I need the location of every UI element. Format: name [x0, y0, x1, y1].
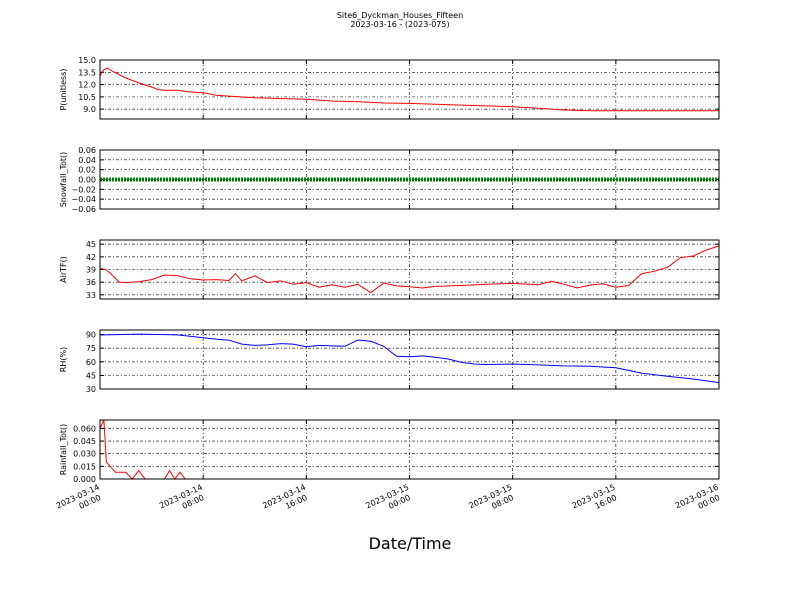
- y-tick-label: 60: [86, 358, 96, 367]
- y-tick-label: 36: [86, 278, 96, 287]
- y-tick-label: 0.030: [73, 450, 96, 459]
- y-tick-label: 0.00: [78, 176, 96, 185]
- y-tick-label: 30: [86, 385, 96, 394]
- plot-frame: [99, 329, 720, 390]
- x-tick-label: 2023-03-1508:00: [468, 483, 518, 520]
- plot-frame: [99, 149, 720, 210]
- y-axis-label: Rainfall_Tot(): [59, 424, 68, 476]
- x-axis-label: Date/Time: [368, 534, 452, 553]
- series-line: [99, 419, 719, 480]
- x-tick-label: 2023-03-1408:00: [158, 483, 208, 520]
- y-axis-label: P(unitless): [59, 68, 68, 110]
- series-line: [99, 67, 719, 112]
- plot-frame: [99, 419, 720, 480]
- y-tick-label: 45: [86, 371, 96, 380]
- y-axis-label: Snowfall_Tot(): [59, 152, 68, 208]
- y-tick-label: −0.06: [71, 205, 96, 214]
- y-tick-label: 0.045: [73, 437, 96, 446]
- y-tick-label: 90: [86, 331, 96, 340]
- plot-frame: [99, 59, 720, 120]
- y-tick-label: 39: [86, 266, 96, 275]
- y-tick-label: 12.0: [78, 81, 96, 90]
- series-line: [99, 245, 720, 294]
- x-tick-label: 2023-03-1400:00: [55, 483, 105, 520]
- panel-2: 45 42 39 36 33 AirTF(): [59, 239, 720, 300]
- y-axis-label: AirTF(): [59, 256, 68, 283]
- chart-title: Site6_Dyckman_Houses_Fifteen: [336, 11, 464, 20]
- y-tick-label: 75: [86, 344, 96, 353]
- y-tick-label: 0.02: [78, 166, 96, 175]
- panel-4: 0.060 0.045 0.030 0.015 0.000 Rainfall_Tot(): [59, 419, 720, 484]
- x-tick-label: 2023-03-1600:00: [674, 483, 724, 520]
- y-tick-label: 15.0: [78, 56, 96, 65]
- y-tick-label: 45: [86, 240, 96, 249]
- y-tick-label: 42: [86, 253, 96, 262]
- y-tick-label: 9.0: [83, 105, 96, 114]
- y-tick-label: 0.000: [73, 475, 96, 484]
- y-tick-label: 33: [86, 291, 96, 300]
- y-tick-label: −0.02: [71, 185, 96, 194]
- series-line: [99, 333, 720, 384]
- y-axis-label: RH(%): [59, 347, 68, 372]
- y-tick-label: 0.06: [78, 146, 96, 155]
- x-tick-label: 2023-03-1416:00: [261, 483, 311, 520]
- y-tick-label: 0.015: [73, 462, 96, 471]
- x-tick-label: 2023-03-1516:00: [571, 483, 621, 520]
- y-tick-label: 0.060: [73, 424, 96, 433]
- y-tick-label: 0.04: [78, 156, 96, 165]
- panel-0: 15.0 13.5 12.0 10.5 9.0 P(unitless): [59, 56, 720, 120]
- x-tick-label: 2023-03-1500:00: [364, 483, 414, 520]
- plot-frame: [99, 239, 720, 300]
- panel-1: 0.060.040.020.00−0.02−0.04−0.06Snowfall_…: [59, 146, 720, 214]
- chart-subtitle: 2023-03-16 - (2023-075): [350, 20, 450, 29]
- y-tick-label: 13.5: [78, 68, 96, 77]
- panel-3: 90 75 60 45 30 RH(%): [59, 329, 720, 394]
- y-tick-label: 10.5: [78, 93, 96, 102]
- y-tick-label: −0.04: [71, 195, 96, 204]
